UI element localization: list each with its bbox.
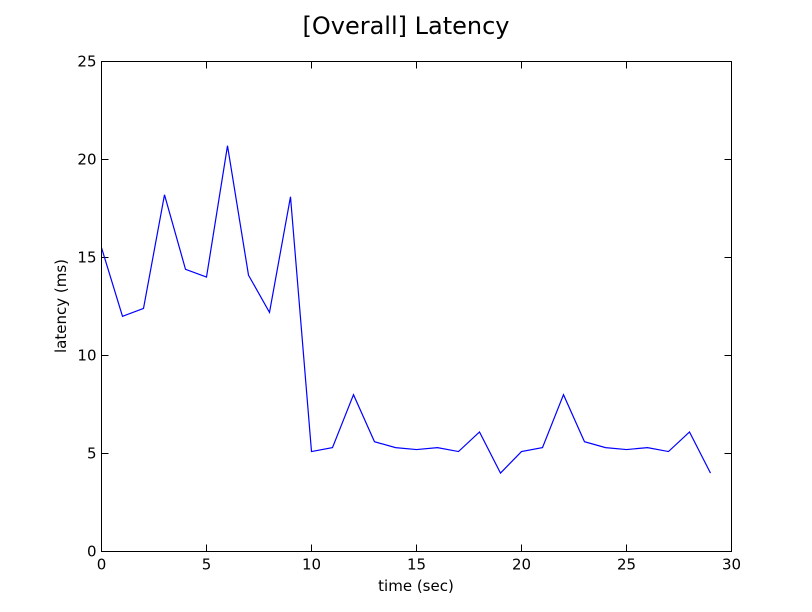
y-tick-label: 0 — [87, 543, 97, 561]
chart-title: [Overall] Latency — [303, 12, 510, 40]
y-axis-label: latency (ms) — [52, 259, 70, 353]
y-tick-label: 10 — [77, 347, 96, 365]
y-tick-label: 5 — [87, 445, 97, 463]
x-tick-label: 25 — [617, 556, 636, 574]
y-tick-label: 25 — [77, 53, 96, 71]
x-tick-label: 15 — [407, 556, 426, 574]
axis-ticks — [101, 61, 732, 552]
plot-frame — [101, 61, 732, 552]
axis-tick-labels: 0 5 10 15 20 25 30 0 5 10 15 20 25 — [77, 53, 741, 574]
x-tick-label: 5 — [202, 556, 212, 574]
x-tick-label: 10 — [302, 556, 321, 574]
series-line — [100, 145, 712, 475]
x-tick-label: 30 — [722, 556, 741, 574]
x-tick-label: 0 — [97, 556, 107, 574]
y-tick-label: 15 — [77, 249, 96, 267]
x-axis-label: time (sec) — [378, 577, 454, 595]
y-tick-label: 20 — [77, 151, 96, 169]
x-tick-label: 20 — [512, 556, 531, 574]
